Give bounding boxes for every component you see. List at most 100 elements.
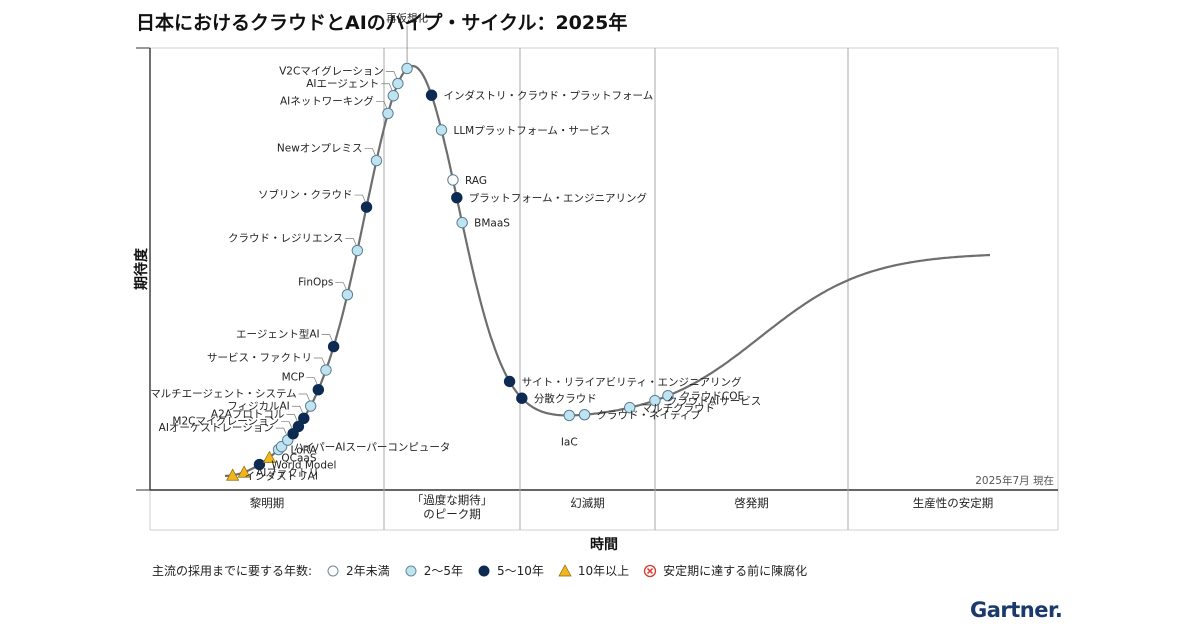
legend-label: 安定期に達する前に陳腐化 — [663, 564, 808, 578]
point-marker — [456, 216, 468, 229]
point-label: AIネットワーキング — [280, 94, 374, 107]
point-marker — [649, 394, 661, 407]
point-label: クラウド・レジリエンス — [228, 233, 343, 245]
date-note: 2025年7月 現在 — [975, 474, 1054, 487]
leader-line — [291, 405, 304, 414]
point-label: LLMプラットフォーム・サービス — [453, 125, 610, 137]
point-label: プラットフォーム・エンジニアリング — [469, 192, 648, 205]
leader-line — [385, 71, 398, 79]
point-marker — [563, 409, 575, 422]
legend-label: 2年未満 — [346, 564, 390, 578]
point-marker — [516, 392, 528, 404]
leader-line — [381, 83, 393, 91]
point-marker — [401, 62, 413, 75]
legend-label: 5〜10年 — [496, 564, 544, 578]
x-axis-label: 時間 — [590, 536, 618, 553]
point-label: マルチクラウド — [642, 403, 716, 415]
point-label: AIオーケストレーション — [159, 422, 274, 434]
point-marker — [312, 384, 325, 396]
legend-symbol-icon — [558, 563, 572, 576]
leader-line — [281, 421, 293, 429]
legend-symbol-icon — [478, 565, 490, 576]
leader-line — [313, 357, 326, 366]
legend-item: 安定期に達する前に陳腐化 — [643, 562, 807, 579]
point-label: ハイパーAIスーパーコンピュータ — [294, 442, 451, 454]
point-marker — [623, 401, 636, 414]
leader-line — [335, 282, 347, 290]
leader-line — [275, 427, 288, 436]
point-label: MCP — [282, 372, 305, 384]
point-label: FinOps — [298, 277, 333, 289]
point-marker — [425, 89, 438, 101]
phase-label: 黎明期 — [250, 496, 285, 510]
point-marker — [578, 409, 591, 421]
point-label: サイト・リライアビリティ・エンジニアリング — [522, 375, 742, 388]
leader-line — [306, 377, 318, 385]
legend-label: 10年以上 — [577, 564, 630, 578]
point-label: インダストリ・クラウド・プラットフォーム — [444, 89, 654, 102]
point-label: QCaaS — [281, 452, 316, 464]
point-marker — [382, 107, 394, 120]
leader-line — [345, 238, 357, 246]
phase-label: 「過度な期待」のピーク期 — [412, 493, 493, 521]
point-marker — [292, 420, 305, 433]
point-marker — [351, 244, 364, 257]
point-label: ソブリン・クラウド — [258, 188, 353, 201]
legend-item: 2〜5年 — [404, 562, 463, 579]
gartner-logo: Gartner. — [970, 598, 1063, 622]
point-marker — [451, 191, 463, 204]
point-label: RAG — [465, 175, 487, 187]
point-label: Newオンプレミス — [277, 143, 363, 155]
point-label: AIファクトリ — [256, 467, 319, 479]
point-label: A2Aプロトコル — [211, 408, 285, 420]
legend-item: 2年未満 — [326, 562, 390, 579]
leader-line — [321, 334, 333, 342]
point-marker — [298, 412, 310, 424]
legend-label: 2〜5年 — [423, 564, 463, 578]
point-marker — [262, 450, 276, 463]
legend-symbol-icon — [405, 565, 417, 576]
point-marker — [341, 288, 354, 301]
hype-curve — [225, 64, 991, 477]
legend: 主流の採用までに要する年数: 2年未満 2〜5年 5〜10年 10年以上 安定期に達する… — [152, 562, 807, 579]
leader-line — [298, 393, 311, 402]
point-label: M2Cマイグレーション — [172, 415, 279, 428]
legend-item: 5〜10年 — [477, 562, 544, 579]
point-label: クラウド・ネイティブ — [597, 409, 702, 422]
point-label: LoRA — [291, 445, 318, 457]
point-label: IaC — [561, 436, 578, 448]
leader-line — [375, 101, 388, 109]
point-label: サービス・ファクトリ — [207, 352, 312, 364]
legend-title: 主流の採用までに要する年数: — [152, 564, 313, 578]
point-label: BMaaS — [474, 218, 510, 230]
point-marker — [327, 340, 340, 353]
point-label: V2Cマイグレーション — [279, 65, 384, 78]
point-marker — [360, 201, 373, 213]
chart-title: 日本におけるクラウドとAIのハイプ・サイクル：2025年 — [136, 12, 628, 34]
point-label: フィジカルAI — [227, 400, 290, 412]
point-label: World Model — [271, 460, 336, 472]
point-marker — [253, 458, 266, 471]
phase-label: 幻滅期 — [570, 496, 605, 510]
point-label: マルチエージェント・システム — [150, 388, 296, 400]
point-label: AIエージェント — [306, 78, 379, 90]
leader-line — [354, 194, 366, 203]
point-label: 再仮想化 — [386, 11, 428, 24]
legend-symbol-icon — [327, 565, 339, 576]
legend-item: 10年以上 — [558, 562, 629, 579]
point-label: インダストリAI — [245, 469, 318, 482]
point-marker — [387, 90, 399, 102]
point-marker — [435, 124, 448, 136]
phase-label: 生産性の安定期 — [913, 496, 994, 510]
y-axis-label: 期待度 — [133, 247, 150, 290]
point-marker — [226, 468, 240, 481]
leader-line — [286, 414, 298, 422]
point-marker — [370, 154, 383, 167]
point-label: クラウドAIサービス — [667, 396, 761, 408]
point-marker — [320, 364, 332, 376]
point-marker — [503, 375, 516, 388]
leader-line — [364, 148, 376, 156]
phase-label: 啓発期 — [734, 496, 769, 510]
point-marker — [304, 400, 317, 412]
